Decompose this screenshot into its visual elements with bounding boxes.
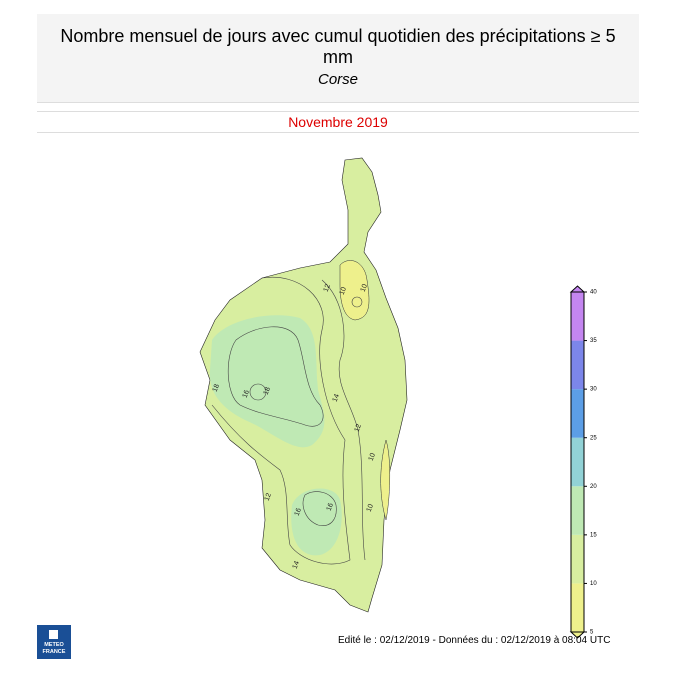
contour-label: 16 <box>242 389 251 399</box>
colorbar-frame <box>570 291 585 633</box>
colorbar-bin <box>571 534 584 584</box>
period: Novembre 2019 <box>37 111 639 133</box>
zone-5-10 <box>339 260 370 321</box>
header: Nombre mensuel de jours avec cumul quoti… <box>37 14 639 103</box>
colorbar-tick-label: 5 <box>590 630 594 636</box>
logo-text: METEO <box>44 642 64 648</box>
title: Nombre mensuel de jours avec cumul quoti… <box>60 26 616 67</box>
footer: Edité le : 02/12/2019 - Données du : 02/… <box>338 635 611 646</box>
zone-15-20 <box>291 488 342 556</box>
contour-label: 16 <box>326 502 335 512</box>
colorbar-tick-label: 10 <box>590 581 597 587</box>
contour-label: 12 <box>354 423 363 433</box>
contour-label: 10 <box>360 283 369 293</box>
contour-label: 16 <box>294 507 303 517</box>
colorbar-tick-label: 15 <box>590 532 597 538</box>
contour-label: 10 <box>368 452 377 462</box>
zone-15-20 <box>209 315 325 448</box>
contour-label: 12 <box>323 283 332 293</box>
colorbar-tick-label: 30 <box>590 387 597 393</box>
logo-icon <box>49 630 58 639</box>
colorbar-bin <box>571 437 584 487</box>
colorbar-tick-label: 35 <box>590 338 597 344</box>
zone-5-10 <box>380 439 390 521</box>
contour-label: 14 <box>332 393 341 403</box>
logo-text: FRANCE <box>43 649 66 655</box>
contour-label: 18 <box>212 383 221 393</box>
contour-label: 14 <box>292 560 301 570</box>
contour-label: 10 <box>339 286 348 296</box>
contour-label: 10 <box>366 503 375 513</box>
colorbar-bin <box>571 292 584 341</box>
colorbar-tick-label: 20 <box>590 484 597 490</box>
colorbar-bin <box>571 486 584 535</box>
subtitle: Corse <box>317 71 358 88</box>
colorbar-bin <box>571 389 584 438</box>
contour-label: 18 <box>263 386 272 396</box>
colorbar-bin <box>571 340 584 390</box>
colorbar-tick-label: 40 <box>590 290 597 296</box>
colorbar-bin <box>571 583 584 632</box>
colorbar-tick-label: 25 <box>590 435 597 441</box>
contours <box>211 276 366 565</box>
contour-label: 12 <box>264 492 273 502</box>
colorbar-top-arrow <box>569 285 586 293</box>
